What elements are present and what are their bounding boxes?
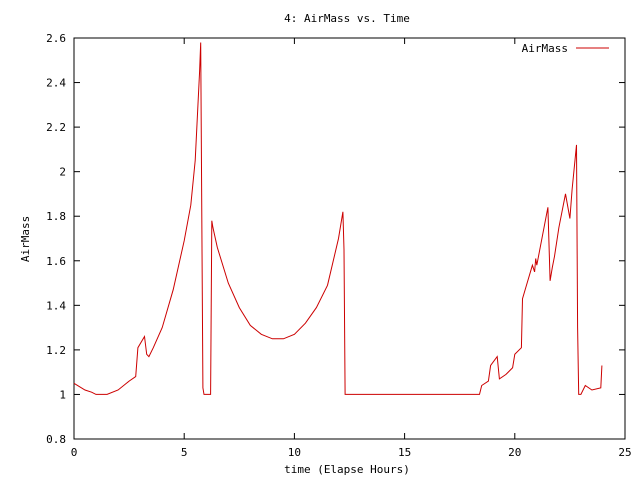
chart-title: 4: AirMass vs. Time [284, 12, 410, 25]
x-tick-label: 25 [618, 446, 631, 459]
x-tick-label: 15 [398, 446, 411, 459]
x-tick-label: 10 [288, 446, 301, 459]
x-tick-label: 20 [508, 446, 521, 459]
axis-tick-labels: 0 5 10 15 20 25 0.8 1 1.2 1.4 1.6 1.8 2 2.2 2.4 2.6 [46, 32, 632, 459]
x-tick-label: 5 [181, 446, 188, 459]
legend-entry-airmass: AirMass [522, 42, 568, 55]
y-tick-label: 1.2 [46, 344, 66, 357]
y-tick-label: 2 [59, 166, 66, 179]
y-tick-label: 1.4 [46, 299, 66, 312]
y-tick-label: 1.6 [46, 255, 66, 268]
y-tick-label: 2.2 [46, 121, 66, 134]
series-layer [73, 42, 603, 395]
y-axis-label: AirMass [19, 216, 32, 262]
series-line-airmass [73, 42, 603, 395]
x-axis-label: time (Elapse Hours) [284, 463, 410, 476]
y-tick-label: 2.6 [46, 32, 66, 45]
y-tick-label: 1.8 [46, 210, 66, 223]
y-tick-label: 0.8 [46, 433, 66, 446]
axis-ticks [73, 37, 626, 440]
x-tick-label: 0 [71, 446, 78, 459]
plot-frame [73, 37, 626, 440]
legend: AirMass [522, 42, 609, 55]
y-tick-label: 1 [59, 388, 66, 401]
y-tick-label: 2.4 [46, 77, 66, 90]
